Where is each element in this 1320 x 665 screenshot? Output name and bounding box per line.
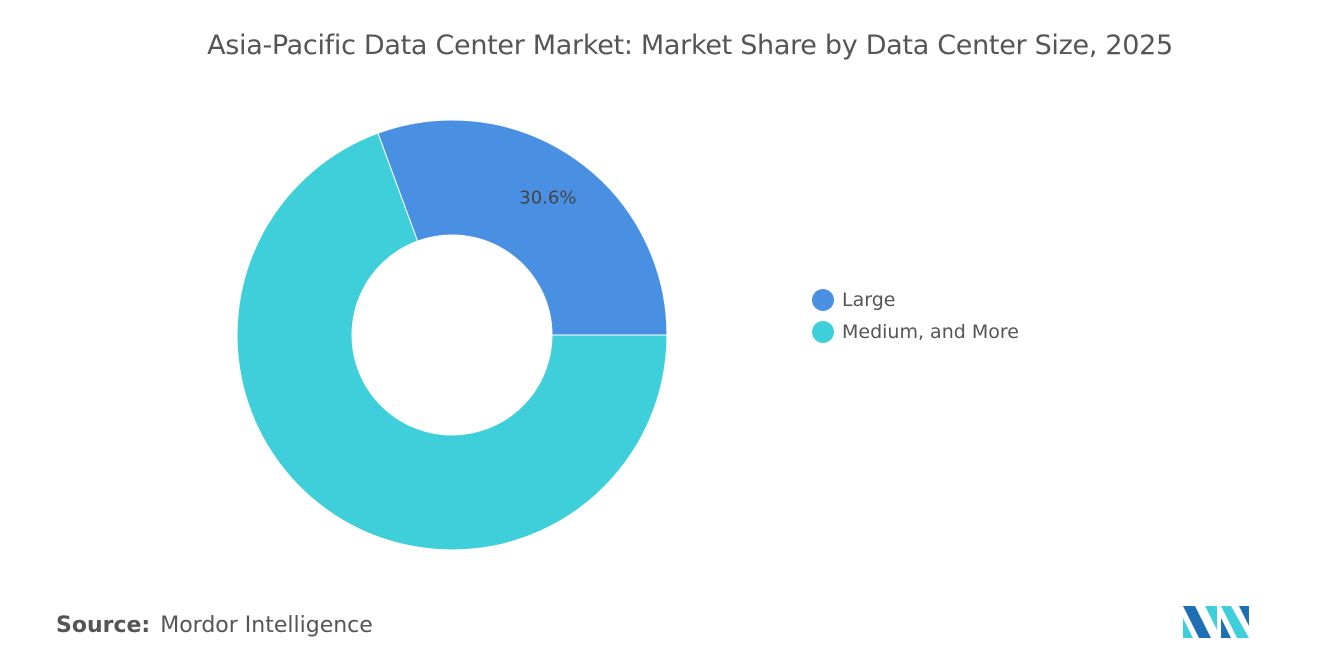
- legend-swatch: [812, 289, 834, 311]
- legend: Large Medium, and More: [812, 284, 1019, 348]
- legend-label: Large: [842, 289, 896, 311]
- legend-item-medium[interactable]: Medium, and More: [812, 316, 1019, 348]
- donut-slice-1[interactable]: [236, 132, 668, 551]
- legend-item-large[interactable]: Large: [812, 284, 1019, 316]
- data-label: 30.6%: [519, 188, 576, 209]
- donut-slice-0[interactable]: [377, 119, 668, 336]
- source-note: Source: Mordor Intelligence: [56, 613, 373, 638]
- source-value: Mordor Intelligence: [160, 613, 373, 638]
- legend-label: Medium, and More: [842, 321, 1019, 343]
- chart-title: Asia-Pacific Data Center Market: Market …: [207, 30, 1173, 61]
- source-label: Source:: [56, 613, 151, 638]
- legend-swatch: [812, 321, 834, 343]
- mordor-logo: [1183, 606, 1249, 638]
